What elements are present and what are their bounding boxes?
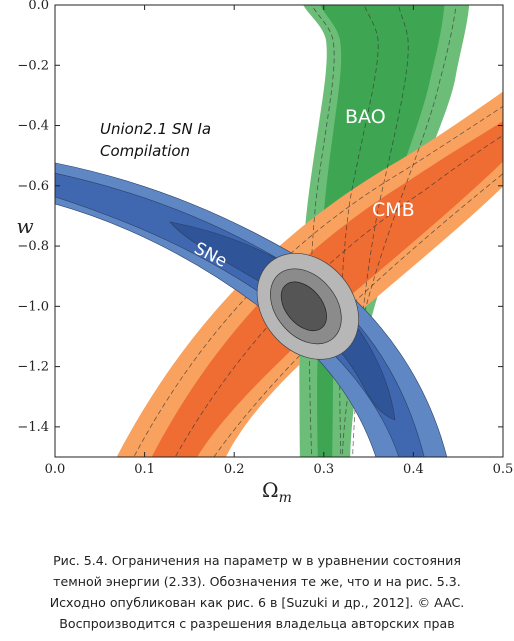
bao-dashed-contour [342,5,457,457]
axis-ticks: 0.0 0.1 0.2 0.3 0.4 0.5 0.0 −0.2 −0.4 −0.6 −0.8 −1.… [17,0,513,477]
y-tick-label: −0.2 [17,58,49,73]
annotation-compilation-line1: Union2.1 SN Ia [100,120,211,138]
cmb-dashed-contour [133,105,503,457]
bao-dashed-contour [309,5,335,457]
x-tick-label: 0.1 [134,462,155,477]
y-tick-label: −0.4 [17,119,49,134]
combined-contours [256,252,360,360]
x-axis-label: Ωm [262,478,292,506]
caption-line-3: Исходно опубликован как рис. 6 в [Suzuki… [49,595,465,610]
x-tick-label: 0.0 [45,462,66,477]
x-tick-label: 0.4 [403,462,424,477]
annotation-compilation-line2: Compilation [100,142,190,160]
caption-line-4: Воспроизводится с разрешения владельца а… [59,616,455,631]
x-axis-label-sub: m [279,490,292,506]
x-tick-label: 0.3 [313,462,334,477]
x-axis-label-main: Ω [262,478,279,502]
caption-line-1: Рис. 5.4. Ограничения на параметр w в ур… [53,553,461,568]
combined-inner-ellipse [280,281,327,332]
y-tick-label: 0.0 [28,0,49,13]
annotation-cmb: CMB [372,199,415,221]
sne-outer-band [55,162,448,457]
x-tick-label: 0.5 [493,462,514,477]
y-tick-label: −0.8 [17,239,49,254]
sne-mid-band [55,172,425,457]
y-tick-label: −1.4 [17,420,49,435]
y-axis-label: w [16,214,33,238]
x-tick-label: 0.2 [224,462,245,477]
caption-line-2: темной энергии (2.33). Обозначения те же… [53,574,461,589]
figure-caption: Рис. 5.4. Ограничения на параметр w в ур… [0,550,514,634]
annotation-bao: BAO [345,106,386,128]
y-tick-label: −1.2 [17,360,49,375]
y-tick-label: −0.6 [17,179,49,194]
y-tick-label: −1.0 [17,299,49,314]
contour-chart: 0.0 0.1 0.2 0.3 0.4 0.5 0.0 −0.2 −0.4 −0.6 −0.8 −1.… [16,0,513,506]
plot-frame [54,4,504,458]
